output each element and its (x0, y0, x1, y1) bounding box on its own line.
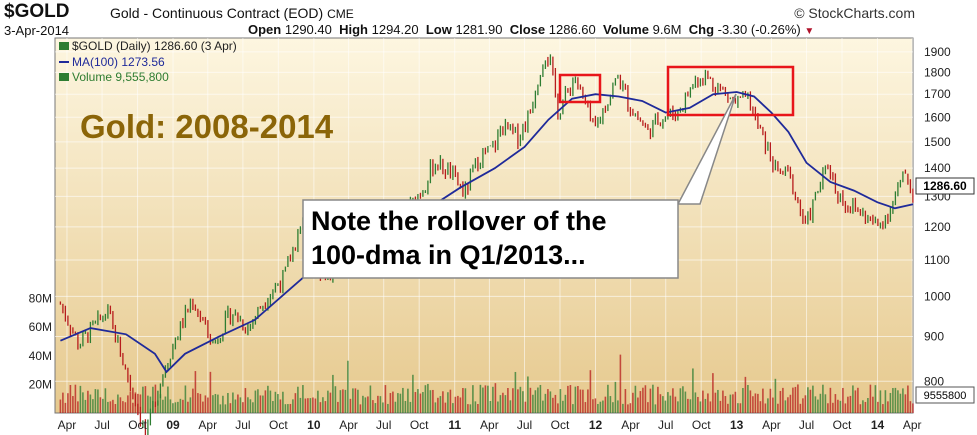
price-tick-label: 1200 (924, 220, 951, 234)
legend-volume-icon (59, 73, 69, 81)
volume-tick-label: 60M (29, 320, 52, 334)
legend-ma: MA(100) 1273.56 (72, 55, 165, 69)
last-price-tag: 1286.60 (915, 177, 975, 195)
description-text: Gold - Continuous Contract (EOD) (110, 5, 324, 21)
legend-volume: Volume 9,555,800 (72, 70, 169, 84)
symbol: $GOLD (4, 1, 70, 22)
price-tick-label: 1100 (924, 253, 950, 267)
volume-axis: 20M 40M 60M 80M (29, 292, 52, 392)
volume-label: Volume (602, 22, 649, 37)
price-tick-label: 800 (924, 374, 944, 388)
quote-stats: Open 1290.40 High 1294.20 Low 1281.90 Cl… (248, 22, 814, 37)
moving-average (60, 91, 914, 374)
volume-value: 9.6M (652, 22, 682, 37)
volume-tick-label: 40M (29, 349, 52, 363)
callout-line1: Note the rollover of the (311, 206, 607, 236)
date-tick-label: 09 (166, 418, 180, 432)
date-tick-label: Apr (903, 418, 922, 432)
last-volume-label: 9555800 (924, 390, 967, 402)
date-tick-label: 13 (730, 418, 744, 432)
price-tick-label: 1500 (924, 135, 951, 149)
quote-date: 3-Apr-2014 (4, 23, 70, 38)
last-price-box (915, 177, 975, 195)
brand-label[interactable]: © StockCharts.com (794, 5, 915, 21)
price-tick-label: 1400 (924, 161, 951, 175)
date-tick-label: Apr (339, 418, 358, 432)
date-tick-label: Oct (692, 418, 711, 432)
callout-bubble (302, 93, 737, 279)
legend-price-icon (59, 42, 69, 50)
highlight-box-2012 (558, 73, 602, 104)
date-tick-label: Jul (376, 418, 391, 432)
date-tick-label: Apr (762, 418, 781, 432)
date-tick-label: Jul (94, 418, 109, 432)
date-tick-label: Jul (658, 418, 673, 432)
chg-label: Chg (688, 22, 715, 37)
description: Gold - Continuous Contract (EOD) CME (110, 5, 354, 21)
open-label: Open (248, 22, 282, 37)
price-tick-label: 1800 (924, 65, 951, 79)
date-tick-label: Oct (128, 418, 147, 432)
last-volume-box (915, 386, 975, 404)
high-label: High (339, 22, 368, 37)
price-tick-label: 1900 (924, 45, 951, 59)
date-tick-label: Jul (235, 418, 250, 432)
date-tick-label: 11 (448, 418, 461, 432)
date-tick-label: 14 (871, 418, 885, 432)
date-tick-label: Oct (551, 418, 570, 432)
ma-line (60, 91, 914, 374)
date-tick-label: Oct (410, 418, 429, 432)
close-value: 1286.60 (548, 22, 596, 37)
date-tick-label: Jul (799, 418, 814, 432)
date-tick-label: 12 (589, 418, 603, 432)
chart-title: Gold: 2008-2014 (80, 108, 334, 145)
volume-tick-label: 80M (29, 292, 52, 306)
callout: Note the rollover of the 100-dma in Q1/2… (302, 93, 737, 279)
last-volume-tag: 9555800 (915, 386, 975, 404)
low-value: 1281.90 (455, 22, 503, 37)
down-arrow-icon: ▼ (804, 26, 815, 37)
price-tick-label: 900 (924, 329, 944, 343)
open-value: 1290.40 (284, 22, 332, 37)
chg-value: -3.30 (-0.26%) (717, 22, 801, 37)
date-tick-label: Apr (480, 418, 499, 432)
price-axis: 8009001000110012001300140015001600170018… (924, 45, 951, 388)
highlight-box-2013 (666, 65, 795, 117)
price-tick-label: 1700 (924, 87, 951, 101)
grid-lines (55, 38, 913, 413)
price-tick-label: 1600 (924, 110, 951, 124)
date-axis: Apr Jul Oct 09 Apr Jul Oct 10 Apr Jul Oct 11 Apr Jul O… (58, 418, 922, 432)
price-tick-label: 1000 (924, 289, 951, 303)
legend: $GOLD (Daily) 1286.60 (3 Apr) MA(100) 12… (59, 39, 237, 84)
callout-line2: 100-dma in Q1/2013... (311, 240, 586, 270)
low-label: Low (425, 22, 452, 37)
date-tick-label: Oct (269, 418, 288, 432)
date-tick-label: Jul (517, 418, 532, 432)
volume-tick-label: 20M (29, 377, 52, 391)
last-price-label: 1286.60 (923, 179, 967, 193)
close-label: Close (509, 22, 546, 37)
date-tick-label: 10 (307, 418, 321, 432)
date-tick-label: Oct (833, 418, 852, 432)
legend-price: $GOLD (Daily) 1286.60 (3 Apr) (72, 39, 237, 53)
chart-header: $GOLD Gold - Continuous Contract (EOD) C… (0, 0, 977, 38)
volume-bars (59, 354, 914, 413)
high-value: 1294.20 (371, 22, 419, 37)
date-tick-label: Apr (198, 418, 217, 432)
exchange: CME (327, 7, 354, 21)
date-tick-label: Apr (58, 418, 77, 432)
date-tick-label: Apr (621, 418, 640, 432)
